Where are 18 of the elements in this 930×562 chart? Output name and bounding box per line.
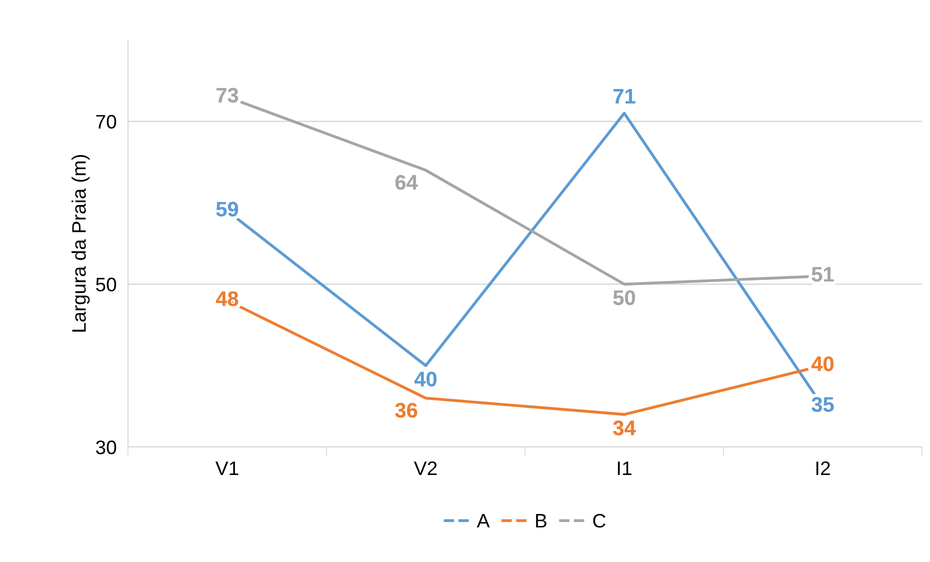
legend-label: A <box>476 514 490 528</box>
data-label: 64 <box>395 174 418 190</box>
y-tick-label: 70 <box>96 114 116 129</box>
x-tick-label: V2 <box>414 461 437 475</box>
data-label: 36 <box>395 402 418 418</box>
legend-label: B <box>536 514 546 528</box>
y-tick-label: 50 <box>96 278 116 292</box>
data-label: 71 <box>614 89 636 104</box>
x-tick-label: I2 <box>816 461 830 475</box>
data-label: 40 <box>414 372 436 386</box>
legend-label: C <box>593 514 606 528</box>
data-label: 50 <box>613 290 635 306</box>
x-tick-label: V1 <box>215 462 238 475</box>
x-tick-label: I1 <box>618 462 632 475</box>
y-axis-title: Largura da Praia (m) <box>72 155 90 332</box>
data-label: 34 <box>613 420 636 436</box>
data-label: 51 <box>812 267 834 282</box>
y-tick-label: 30 <box>96 440 116 454</box>
